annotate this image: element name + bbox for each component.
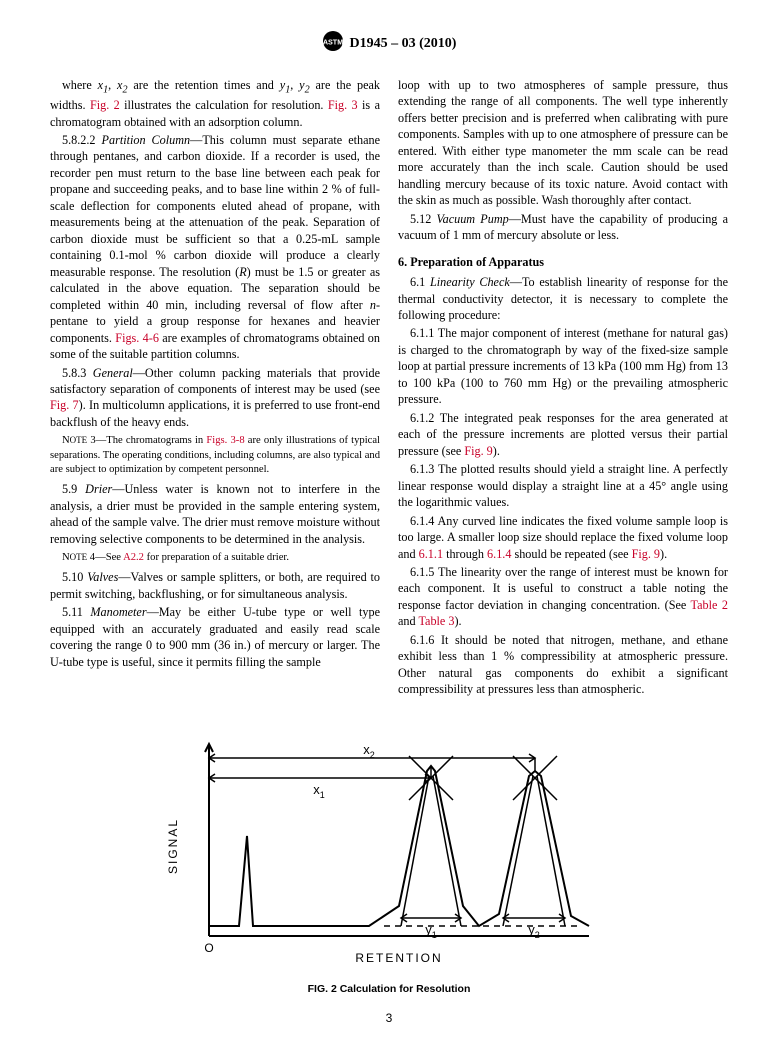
link-fig9-b[interactable]: Fig. 9	[632, 547, 660, 561]
link-figs4-6[interactable]: Figs. 4-6	[115, 331, 159, 345]
origin-label: O	[204, 941, 213, 955]
link-fig2[interactable]: Fig. 2	[90, 98, 120, 112]
svg-text:ASTM: ASTM	[322, 38, 342, 47]
note-3: NOTE 3—The chromatograms in Figs. 3-8 ar…	[50, 434, 380, 477]
link-a2-2[interactable]: A2.2	[123, 552, 144, 563]
link-table2[interactable]: Table 2	[691, 598, 728, 612]
para-6-1-2: 6.1.2 The integrated peak responses for …	[398, 410, 728, 459]
header-designation: D1945 – 03 (2010)	[350, 35, 457, 54]
para-5-8-3: 5.8.3 General—Other column packing mater…	[50, 365, 380, 431]
para-loop: loop with up to two atmospheres of sampl…	[398, 77, 728, 209]
link-table3[interactable]: Table 3	[418, 614, 454, 628]
para-6-1: 6.1 Linearity Check—To establish lineari…	[398, 274, 728, 323]
link-fig7[interactable]: Fig. 7	[50, 398, 79, 412]
para-5-12: 5.12 Vacuum Pump—Must have the capabilit…	[398, 211, 728, 244]
link-fig9-a[interactable]: Fig. 9	[464, 444, 492, 458]
para-6-1-6: 6.1.6 It should be noted that nitrogen, …	[398, 632, 728, 698]
para-6-1-3: 6.1.3 The plotted results should yield a…	[398, 461, 728, 510]
resolution-chart: SIGNAL RETENTION O x2 x1 y1 y2	[149, 716, 629, 976]
para-5-11: 5.11 Manometer—May be either U-tube type…	[50, 604, 380, 670]
para-6-1-1: 6.1.1 The major component of interest (m…	[398, 325, 728, 407]
svg-text:y2: y2	[528, 922, 540, 940]
note-4: NOTE 4—See A2.2 for preparation of a sui…	[50, 551, 380, 565]
svg-text:y1: y1	[425, 922, 437, 940]
svg-text:x1: x1	[313, 782, 325, 800]
figure-2-caption: FIG. 2 Calculation for Resolution	[50, 982, 728, 996]
page-header: ASTM D1945 – 03 (2010)	[50, 30, 728, 59]
para-5-9: 5.9 Drier—Unless water is known not to i…	[50, 481, 380, 547]
para-6-1-5: 6.1.5 The linearity over the range of in…	[398, 564, 728, 630]
page-number: 3	[50, 1010, 728, 1026]
para-where: where x1, x2 are the retention times and…	[50, 77, 380, 130]
figure-2: SIGNAL RETENTION O x2 x1 y1 y2 FIG. 2 Ca…	[50, 716, 728, 997]
para-5-10: 5.10 Valves—Valves or sample splitters, …	[50, 569, 380, 602]
body-columns: where x1, x2 are the retention times and…	[50, 77, 728, 700]
section-6-title: 6. Preparation of Apparatus	[398, 254, 728, 270]
link-fig3[interactable]: Fig. 3	[328, 98, 358, 112]
para-5-8-2-2: 5.8.2.2 Partition Column—This column mus…	[50, 132, 380, 363]
link-figs3-8[interactable]: Figs. 3-8	[206, 435, 244, 446]
link-6-1-4[interactable]: 6.1.4	[487, 547, 511, 561]
link-6-1-1[interactable]: 6.1.1	[419, 547, 443, 561]
ylabel: SIGNAL	[166, 818, 180, 874]
xlabel: RETENTION	[355, 951, 442, 965]
astm-logo: ASTM	[322, 30, 344, 59]
para-6-1-4: 6.1.4 Any curved line indicates the fixe…	[398, 513, 728, 562]
